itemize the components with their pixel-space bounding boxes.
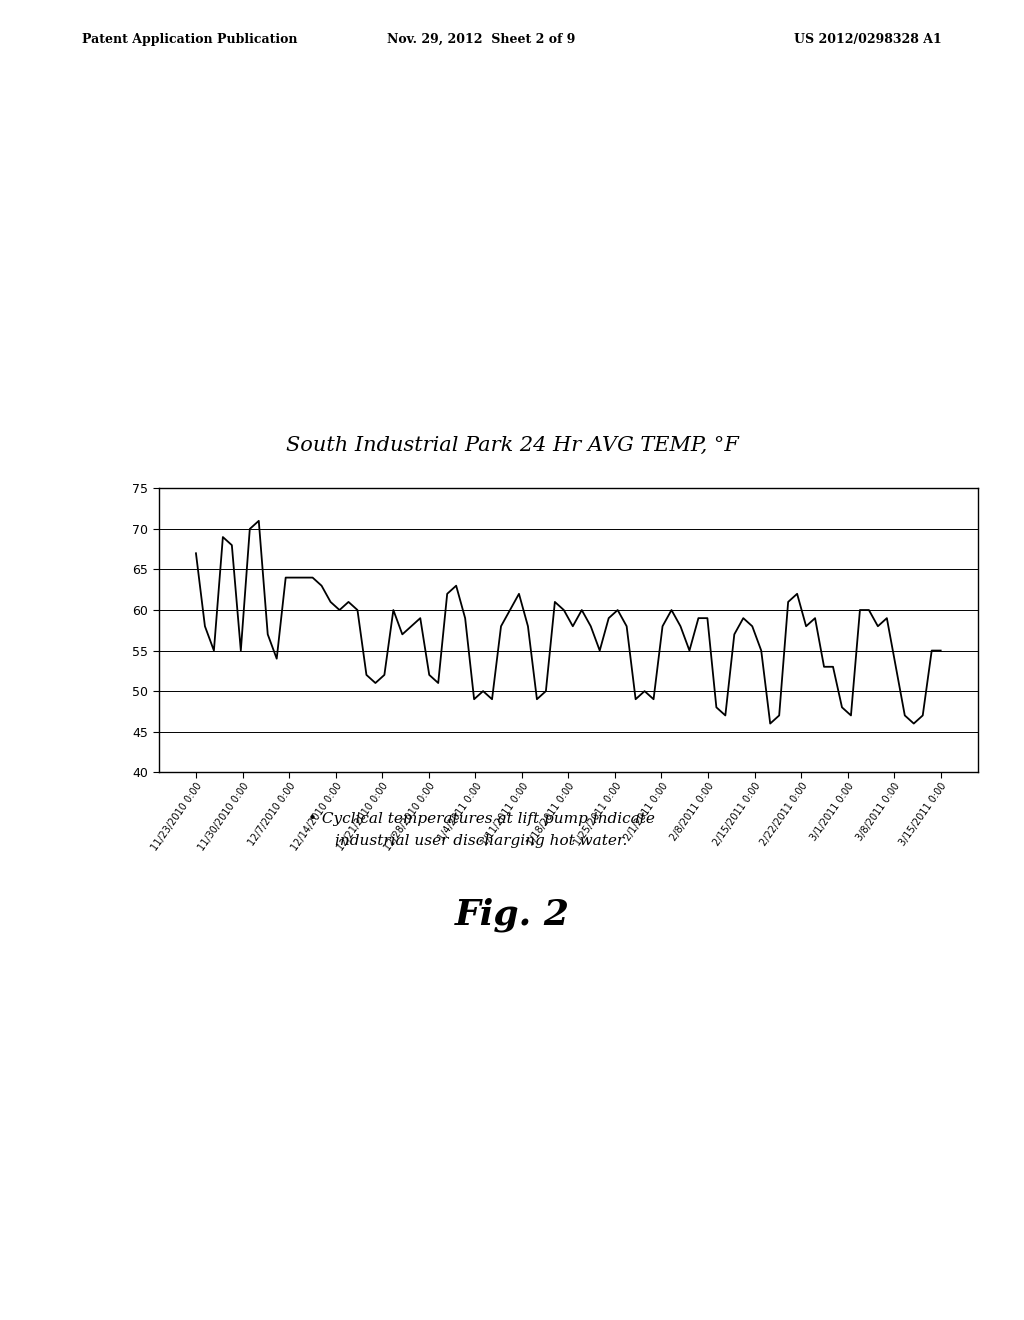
Text: industrial user discharging hot water.: industrial user discharging hot water. bbox=[335, 834, 628, 849]
Text: Patent Application Publication: Patent Application Publication bbox=[82, 33, 297, 46]
Text: Fig. 2: Fig. 2 bbox=[455, 898, 569, 932]
Text: • Cyclical temperatures at lift pump indicate: • Cyclical temperatures at lift pump ind… bbox=[308, 812, 654, 826]
Text: South Industrial Park 24 Hr AVG TEMP, °F: South Industrial Park 24 Hr AVG TEMP, °F bbox=[286, 437, 738, 455]
Text: US 2012/0298328 A1: US 2012/0298328 A1 bbox=[795, 33, 942, 46]
Text: Nov. 29, 2012  Sheet 2 of 9: Nov. 29, 2012 Sheet 2 of 9 bbox=[387, 33, 575, 46]
